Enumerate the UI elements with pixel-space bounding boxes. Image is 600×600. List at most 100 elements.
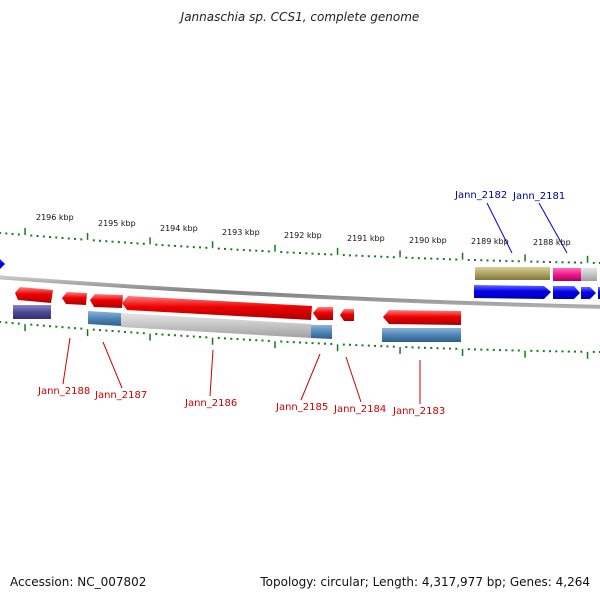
gene-jann-2182-arrow[interactable] bbox=[474, 285, 551, 299]
gene-label-jann-2182[interactable]: Jann_2182 bbox=[455, 190, 508, 201]
ruler-minor-tick bbox=[542, 260, 545, 263]
gene-jann-2187-arrow[interactable] bbox=[90, 294, 123, 308]
ruler-minor-tick bbox=[11, 233, 14, 235]
ruler-minor-tick bbox=[30, 234, 33, 237]
ruler-minor-tick bbox=[324, 342, 326, 345]
ruler-minor-tick bbox=[224, 247, 226, 250]
gene-jann-2186-arrow[interactable] bbox=[122, 296, 312, 320]
ruler-minor-tick bbox=[217, 247, 220, 250]
gene-jann-2187-feature[interactable] bbox=[88, 311, 121, 326]
ruler-minor-tick bbox=[424, 346, 426, 349]
ruler-major-tick bbox=[149, 333, 151, 341]
ruler-minor-tick bbox=[367, 255, 370, 258]
ruler-minor-tick bbox=[474, 348, 476, 351]
ruler-minor-tick bbox=[299, 341, 301, 344]
ruler-minor-tick bbox=[142, 332, 145, 335]
ruler-minor-tick bbox=[449, 258, 451, 261]
ruler-minor-tick bbox=[99, 239, 101, 242]
ruler-minor-tick bbox=[55, 236, 58, 239]
gene-arrow-reverse-2[interactable] bbox=[62, 292, 87, 305]
gene-jann-2184-arrow[interactable] bbox=[340, 309, 354, 321]
ruler-minor-tick bbox=[186, 245, 189, 248]
ruler-minor-tick bbox=[361, 254, 364, 257]
ruler-minor-tick bbox=[592, 261, 595, 264]
ruler-minor-tick bbox=[324, 253, 326, 256]
gene-label-jann-2184[interactable]: Jann_2184 bbox=[334, 404, 387, 415]
ruler-minor-tick bbox=[311, 252, 314, 255]
ruler-minor-tick bbox=[17, 233, 20, 236]
ruler-minor-tick bbox=[249, 338, 251, 341]
ruler-minor-tick bbox=[505, 349, 508, 352]
ruler-major-tick bbox=[274, 244, 276, 252]
ruler-minor-tick bbox=[474, 259, 476, 261]
ruler-major-tick bbox=[86, 329, 89, 337]
gene-jann-2181-feature[interactable] bbox=[553, 268, 581, 281]
ruler-minor-tick bbox=[330, 343, 333, 345]
ruler-minor-tick bbox=[136, 331, 139, 334]
ruler-major-tick bbox=[24, 324, 26, 332]
ruler-minor-tick bbox=[167, 244, 170, 247]
ruler-minor-tick bbox=[249, 249, 251, 252]
ruler-minor-tick bbox=[105, 240, 108, 243]
gene-label-jann-2183[interactable]: Jann_2183 bbox=[393, 406, 446, 417]
ruler-minor-tick bbox=[261, 250, 264, 252]
ruler-minor-tick bbox=[261, 339, 264, 342]
gene-arrow-forward-small[interactable] bbox=[581, 287, 596, 299]
gene-feature-grey[interactable] bbox=[581, 268, 597, 281]
ruler-minor-tick bbox=[561, 261, 564, 264]
ruler-minor-tick bbox=[480, 259, 483, 262]
gene-label-jann-2187[interactable]: Jann_2187 bbox=[95, 390, 148, 401]
ruler-minor-tick bbox=[192, 246, 195, 249]
ruler-minor-tick bbox=[111, 240, 114, 243]
gene-jann-2188-arrow[interactable] bbox=[15, 287, 53, 303]
ruler-minor-tick bbox=[467, 258, 470, 261]
gene-jann-2183-arrow[interactable] bbox=[383, 310, 461, 325]
ruler-major-tick bbox=[336, 247, 339, 255]
gene-label-jann-2186[interactable]: Jann_2186 bbox=[185, 398, 238, 409]
ruler-minor-tick bbox=[230, 337, 233, 340]
ruler-minor-tick bbox=[486, 348, 489, 351]
ruler-minor-tick bbox=[317, 252, 320, 255]
ruler-minor-tick bbox=[405, 256, 408, 259]
ruler-minor-tick bbox=[61, 237, 64, 239]
ruler-minor-tick bbox=[549, 261, 551, 263]
gene-label-jann-2181[interactable]: Jann_2181 bbox=[513, 191, 566, 202]
gene-arrow-left-edge[interactable] bbox=[0, 257, 5, 271]
ruler-minor-tick bbox=[130, 242, 133, 244]
ruler-minor-tick bbox=[17, 322, 20, 325]
ruler-minor-tick bbox=[255, 249, 258, 252]
ruler-minor-tick bbox=[61, 326, 64, 329]
gene-arrow-forward-edge[interactable] bbox=[598, 287, 600, 299]
gene-jann-2181-arrow[interactable] bbox=[553, 286, 580, 299]
ruler-minor-tick bbox=[180, 334, 183, 337]
gene-jann-2183-feature[interactable] bbox=[382, 328, 461, 342]
ruler-minor-tick bbox=[267, 339, 270, 342]
ruler-minor-tick bbox=[455, 258, 458, 261]
ruler-minor-tick bbox=[349, 343, 351, 346]
ruler-minor-tick bbox=[511, 349, 514, 352]
ruler-minor-tick bbox=[49, 236, 51, 238]
ruler-minor-tick bbox=[555, 261, 558, 264]
ruler-minor-tick bbox=[286, 340, 289, 343]
ruler-minor-tick bbox=[142, 242, 145, 245]
gene-jann-2186-feature[interactable] bbox=[121, 313, 311, 338]
leader-jann-2181 bbox=[538, 202, 568, 254]
ruler-minor-tick bbox=[580, 350, 583, 353]
gene-jann-2188-feature[interactable] bbox=[13, 305, 51, 319]
ruler-minor-tick bbox=[342, 254, 345, 257]
gene-jann-2185-feature[interactable] bbox=[311, 325, 332, 339]
ruler-major-tick bbox=[586, 351, 589, 359]
ruler-minor-tick bbox=[499, 349, 501, 352]
gene-jann-2182-feature[interactable] bbox=[475, 267, 550, 280]
gene-jann-2185-arrow[interactable] bbox=[313, 307, 333, 320]
ruler-minor-tick bbox=[55, 325, 58, 328]
reverse-genes bbox=[13, 287, 461, 342]
gene-label-jann-2188[interactable]: Jann_2188 bbox=[38, 386, 91, 397]
ruler-minor-tick bbox=[436, 347, 439, 350]
gene-label-jann-2185[interactable]: Jann_2185 bbox=[276, 402, 329, 413]
ruler-minor-tick bbox=[492, 259, 495, 262]
ruler-minor-tick bbox=[361, 344, 364, 347]
leader-jann-2184 bbox=[345, 356, 362, 403]
ruler-label: 2189 kbp bbox=[471, 237, 509, 246]
ruler-minor-tick bbox=[592, 350, 595, 353]
